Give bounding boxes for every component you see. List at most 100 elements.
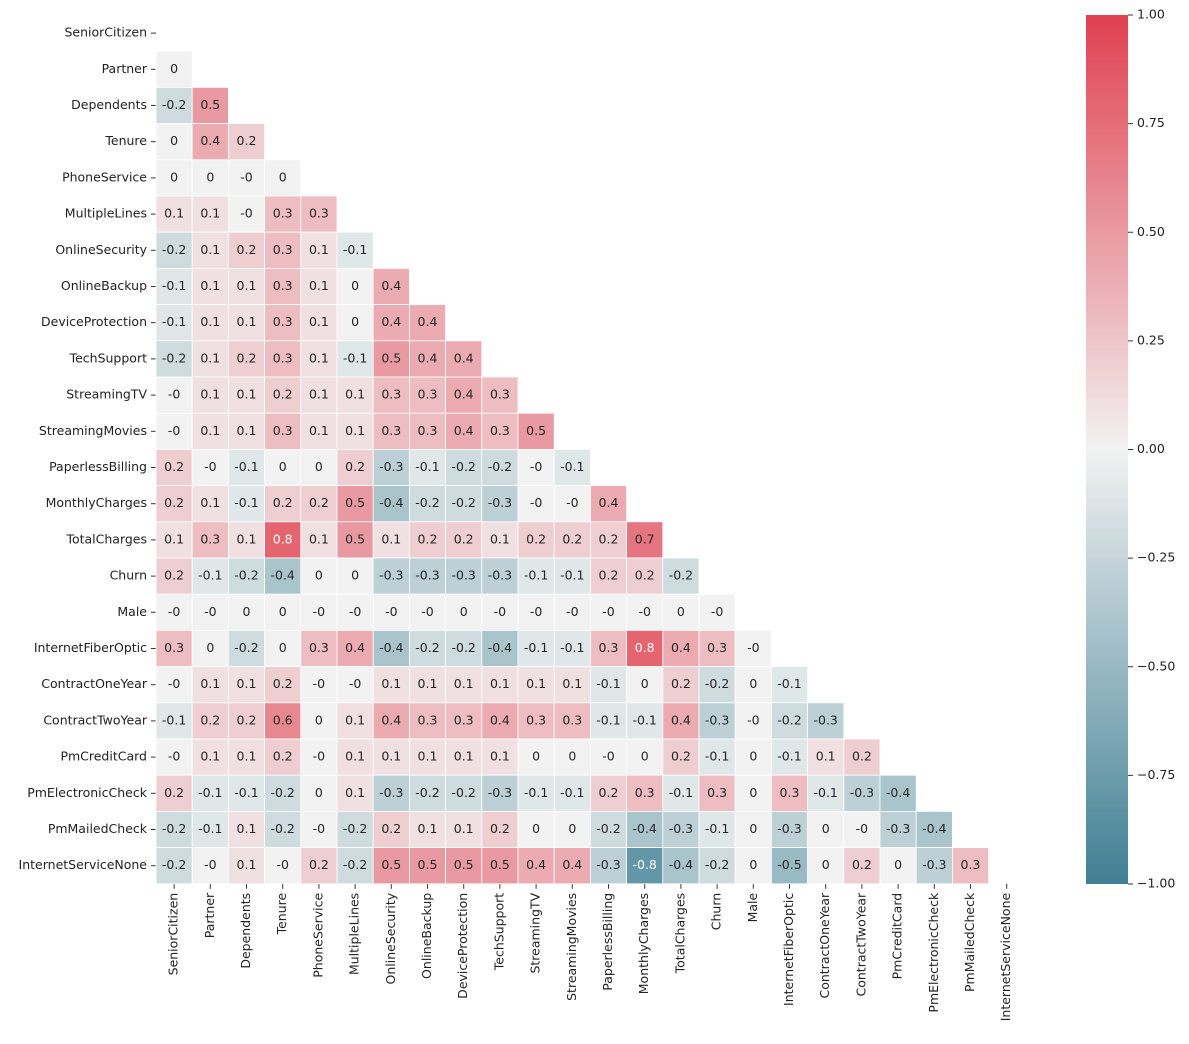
cell-label: 0.4 bbox=[599, 495, 619, 510]
cell-label: -0.2 bbox=[452, 785, 476, 800]
x-tick-label: InternetFiberOptic bbox=[781, 893, 796, 1006]
cell bbox=[879, 811, 917, 849]
cell-label: 0.2 bbox=[237, 133, 257, 148]
cell-label: 0.1 bbox=[454, 676, 474, 691]
cell bbox=[336, 847, 374, 885]
cell bbox=[553, 774, 591, 812]
cell-label: 0.3 bbox=[418, 423, 438, 438]
cell bbox=[227, 811, 265, 849]
cell-label: 0.1 bbox=[237, 423, 257, 438]
cell-label: 0.2 bbox=[852, 749, 872, 764]
cell-label: 0 bbox=[206, 640, 214, 655]
cell-label: -0.2 bbox=[162, 857, 186, 872]
cell-label: -0.4 bbox=[379, 495, 403, 510]
cell-label: 0.3 bbox=[273, 278, 293, 293]
x-tick-label: PmCreditCard bbox=[890, 893, 905, 980]
cell-label: 0 bbox=[568, 749, 576, 764]
cell-label: -0.3 bbox=[850, 785, 874, 800]
cell bbox=[300, 593, 338, 631]
cell-label: -0.1 bbox=[560, 640, 584, 655]
cell-label: 0.6 bbox=[273, 712, 293, 727]
cell-label: -0.2 bbox=[596, 821, 620, 836]
cell-label: 0.1 bbox=[200, 278, 220, 293]
cell bbox=[408, 448, 446, 486]
cell-label: -0.1 bbox=[524, 568, 548, 583]
cell-label: -0.4 bbox=[271, 568, 295, 583]
cell bbox=[662, 666, 700, 704]
cell-label: 0.3 bbox=[780, 785, 800, 800]
cell-label: -0.3 bbox=[705, 712, 729, 727]
cell-label: 0.2 bbox=[164, 785, 184, 800]
cell bbox=[155, 774, 193, 812]
cell bbox=[445, 666, 483, 704]
cell bbox=[590, 702, 628, 740]
cell bbox=[408, 630, 446, 668]
cell-label: 0.3 bbox=[273, 314, 293, 329]
cell-label: -0.1 bbox=[596, 676, 620, 691]
cell-label: 0.1 bbox=[309, 242, 329, 257]
cell bbox=[626, 593, 664, 631]
cell-label: 0.1 bbox=[345, 387, 365, 402]
colorbar-tick-label: −1.00 bbox=[1137, 876, 1175, 891]
cell-label: -0.1 bbox=[162, 712, 186, 727]
cell bbox=[843, 811, 881, 849]
cell-label: -0.3 bbox=[886, 821, 910, 836]
cell-label: -0 bbox=[204, 857, 217, 872]
cell bbox=[445, 847, 483, 885]
cell-label: 0 bbox=[532, 749, 540, 764]
cell bbox=[698, 738, 736, 776]
cell bbox=[626, 811, 664, 849]
y-tick-label: OnlineSecurity bbox=[55, 242, 147, 257]
cell-label: -0.2 bbox=[162, 97, 186, 112]
x-tick-label: InternetServiceNone bbox=[998, 893, 1013, 1022]
cell bbox=[590, 593, 628, 631]
cell-label: 0.4 bbox=[671, 640, 691, 655]
cell-label: -0.1 bbox=[596, 712, 620, 727]
cell-label: 0 bbox=[351, 568, 359, 583]
cell-label: 0 bbox=[279, 459, 287, 474]
cell-label: 0.1 bbox=[309, 278, 329, 293]
cell-label: 0.2 bbox=[526, 531, 546, 546]
colorbar-tick-label: 0.00 bbox=[1137, 441, 1165, 456]
cell-label: 0 bbox=[749, 857, 757, 872]
cell bbox=[227, 195, 265, 233]
cell-label: 0.3 bbox=[490, 387, 510, 402]
cell-label: 0 bbox=[568, 821, 576, 836]
cell-label: 0.3 bbox=[454, 712, 474, 727]
cell bbox=[445, 557, 483, 595]
y-tick-label: InternetFiberOptic bbox=[34, 640, 147, 655]
cell-label: -0.2 bbox=[415, 495, 439, 510]
cell bbox=[626, 774, 664, 812]
cell-label: 0.1 bbox=[309, 387, 329, 402]
cell bbox=[698, 666, 736, 704]
cell-label: -0.1 bbox=[162, 278, 186, 293]
cell-label: 0 bbox=[170, 169, 178, 184]
cell-label: -0.2 bbox=[669, 568, 693, 583]
cell bbox=[336, 593, 374, 631]
cell bbox=[191, 231, 229, 269]
cell-label: 0.2 bbox=[200, 712, 220, 727]
cell-label: 0 bbox=[206, 169, 214, 184]
cell bbox=[590, 774, 628, 812]
cell bbox=[227, 738, 265, 776]
x-tick-label: TechSupport bbox=[491, 893, 506, 972]
cell bbox=[481, 593, 519, 631]
x-tick-label: StreamingTV bbox=[528, 892, 543, 973]
y-tick-label: PhoneService bbox=[62, 169, 147, 184]
cell-label: 0.1 bbox=[490, 749, 510, 764]
cell bbox=[300, 811, 338, 849]
cell bbox=[481, 485, 519, 523]
x-tick-label: OnlineBackup bbox=[419, 893, 434, 979]
cell-label: -0 bbox=[168, 387, 181, 402]
cell-label: 0.4 bbox=[454, 423, 474, 438]
cell-label: -0.3 bbox=[488, 568, 512, 583]
cell-label: -0 bbox=[602, 604, 615, 619]
cell bbox=[952, 847, 990, 885]
x-tick-label: PaperlessBilling bbox=[600, 893, 615, 991]
cell-label: 0.5 bbox=[345, 495, 365, 510]
cell-label: 0 bbox=[315, 568, 323, 583]
cell-label: 0 bbox=[677, 604, 685, 619]
cell bbox=[155, 630, 193, 668]
cell bbox=[372, 267, 410, 305]
